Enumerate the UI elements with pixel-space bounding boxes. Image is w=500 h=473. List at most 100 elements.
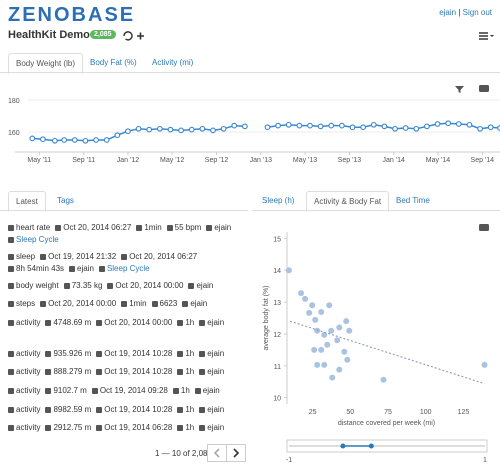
source-link[interactable]: Sleep Cycle [106,264,150,273]
point [114,132,121,139]
point [52,137,58,144]
field-text: 8h 54min 43s [16,264,65,273]
tab-rule [252,210,500,211]
logo[interactable]: ZENOBASE [8,4,136,26]
point [402,125,409,131]
tab[interactable]: Body Weight (lb) [8,53,83,74]
y-tick-label: 11 [274,364,281,371]
point [71,137,78,143]
title-icons[interactable] [122,30,146,42]
tab[interactable]: Activity & Body Fat [306,191,390,212]
point [167,126,174,133]
field-text: ejain [202,386,220,395]
tab[interactable]: Body Fat (%) [90,58,137,67]
event-field: 1h [177,317,194,329]
event-line: Sleep Cycle [8,234,236,246]
tab[interactable]: Sleep (h) [262,196,295,205]
icon [188,283,195,289]
camera-icon[interactable] [479,85,489,92]
event-line: sleep Oct 19, 2014 21:32 Oct 20, 2014 06:2… [8,251,202,263]
point [336,324,343,331]
point [199,125,206,132]
separator: | [458,8,461,17]
icon [8,425,14,431]
field-text: ejain [207,423,225,432]
icon [45,425,52,431]
icon [8,283,14,289]
point [434,121,441,127]
point [93,137,99,143]
tab[interactable]: Tags [57,196,74,205]
point [220,125,227,132]
signout-link[interactable]: Sign out [462,8,492,17]
pager[interactable] [207,444,247,462]
camera-icon[interactable] [479,224,489,231]
icon [8,254,14,260]
field-text: 1h [185,405,195,414]
field-text: 2912.75 m [53,423,92,432]
icon [8,301,14,307]
point [487,124,494,131]
source-link[interactable]: Sleep Cycle [16,235,59,244]
field-text: 73.35 kg [71,281,103,290]
user-link[interactable]: ejain [439,8,457,17]
event: activity 888.279 m Oct 19, 2014 10:28 1h eja… [8,366,229,378]
event-line: activity 4748.69 m Oct 20, 2014 00:00 1h eja… [8,317,229,329]
x-tick-label: 25 [309,409,317,416]
slider-handle[interactable] [368,443,374,449]
icon [172,388,179,394]
event-field: 1h [177,366,194,378]
field-text: Oct 20, 2014 06:27 [129,252,198,261]
field-text: 1min [129,299,147,308]
event-field: steps [8,298,35,310]
tab[interactable]: Activity (mi) [152,58,194,67]
point [497,125,500,131]
icon [8,320,14,326]
icon [194,388,201,394]
field-text: activity [16,405,41,414]
field-text: steps [16,299,36,308]
point [424,123,430,130]
x-tick-label: May '12 [160,157,184,164]
y-tick-label: 14 [273,268,281,275]
event: steps Oct 20, 2014 00:00 1min 6623 ejain [8,298,212,310]
field-text: activity [16,386,41,395]
icon [45,351,52,357]
icon [40,254,47,260]
icon [177,351,184,357]
pagination-text: 1 — 10 of 2,085 [155,449,212,458]
icon [177,320,184,326]
event-field: ejain [199,404,224,416]
event-field: ejain [194,385,220,397]
x-tick-label: 125 [458,409,470,416]
y-tick-label: 160 [8,130,20,137]
filter-icon[interactable] [455,86,464,93]
point [242,123,248,130]
field-text: 55 bpm [174,223,202,232]
tab[interactable]: Bed Time [396,196,430,205]
point [380,376,387,383]
slider-handle[interactable] [340,443,346,449]
field-text: ejain [190,299,208,308]
x-tick-label: 100 [420,409,432,416]
event-field: Oct 20, 2014 06:27 [55,222,131,234]
field-text: Oct 19, 2014 10:28 [104,349,173,358]
event: heart rate Oct 20, 2014 06:27 1min 55 bpm ej… [8,222,236,246]
icon [206,225,213,231]
menu-icon[interactable] [478,31,494,41]
event-field: activity [8,422,40,434]
icon [151,301,158,307]
icon [136,225,143,231]
field-text: heart rate [16,223,51,232]
icon [121,254,128,260]
point [466,121,473,128]
event-field: body weight [8,280,59,292]
field-text: sleep [16,252,36,261]
point [296,122,303,129]
tab[interactable]: Latest [8,191,46,212]
icon [8,237,14,243]
event-field: ejain [199,366,224,378]
y-axis-label: average body fat (%) [263,286,270,351]
